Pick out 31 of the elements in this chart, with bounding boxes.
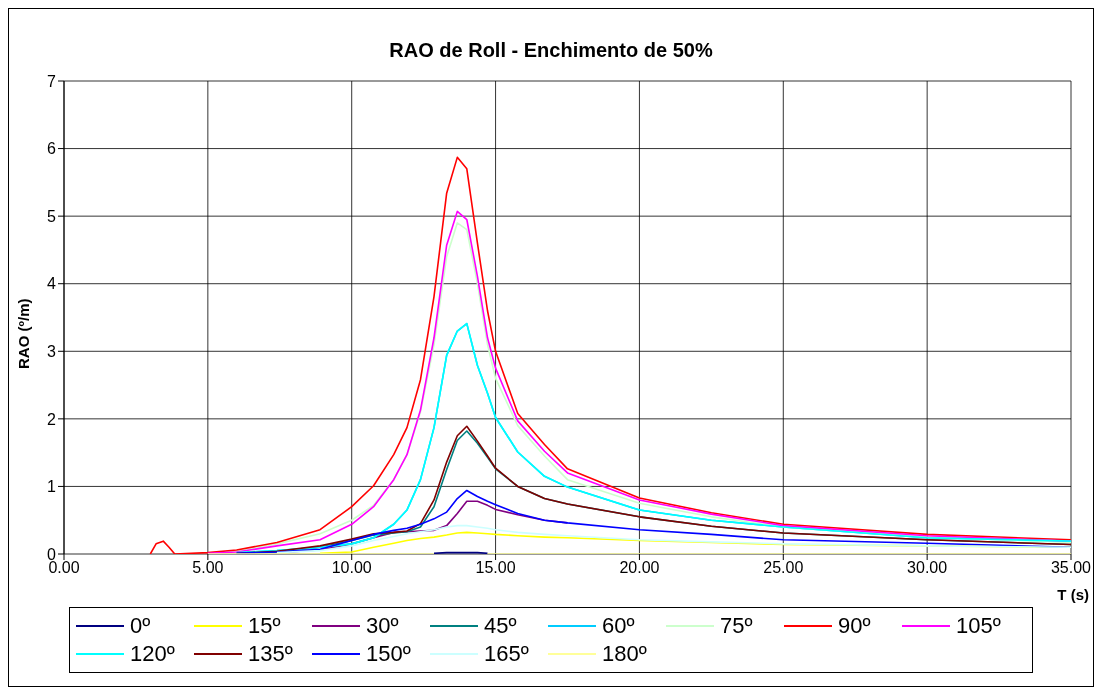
x-tick-label: 20.00	[619, 559, 660, 577]
legend-label: 30º	[366, 613, 399, 639]
legend-label: 105º	[956, 613, 1001, 639]
y-tick-label: 7	[47, 72, 57, 90]
y-axis-title: RAO (º/m)	[15, 298, 32, 369]
x-tick-label: 30.00	[907, 559, 948, 577]
x-tick-label: 5.00	[192, 559, 224, 577]
y-tick-label: 5	[47, 207, 57, 225]
legend-label: 60º	[602, 613, 635, 639]
x-tick-label: 25.00	[763, 559, 804, 577]
legend-label: 90º	[838, 613, 871, 639]
y-tick-label: 1	[47, 478, 57, 496]
legend-label: 75º	[720, 613, 753, 639]
x-tick-label: 15.00	[475, 559, 516, 577]
y-tick-label: 6	[47, 140, 57, 158]
y-tick-label: 4	[47, 275, 57, 293]
legend-label: 45º	[484, 613, 517, 639]
chart-title: RAO de Roll - Enchimento de 50%	[388, 39, 714, 62]
legend-label: 0º	[130, 613, 151, 639]
x-tick-label: 0.00	[48, 559, 80, 577]
legend-label: 165º	[484, 641, 529, 667]
legend-label: 15º	[248, 613, 281, 639]
y-tick-label: 2	[47, 410, 57, 428]
y-tick-label: 3	[47, 342, 57, 360]
legend-label: 135º	[248, 641, 293, 667]
legend-label: 180º	[602, 641, 647, 667]
legend-label: 120º	[130, 641, 175, 667]
legend-label: 150º	[366, 641, 411, 667]
x-axis-title: T (s)	[1057, 586, 1089, 603]
x-tick-label: 10.00	[331, 559, 372, 577]
x-tick-label: 35.00	[1050, 559, 1092, 577]
